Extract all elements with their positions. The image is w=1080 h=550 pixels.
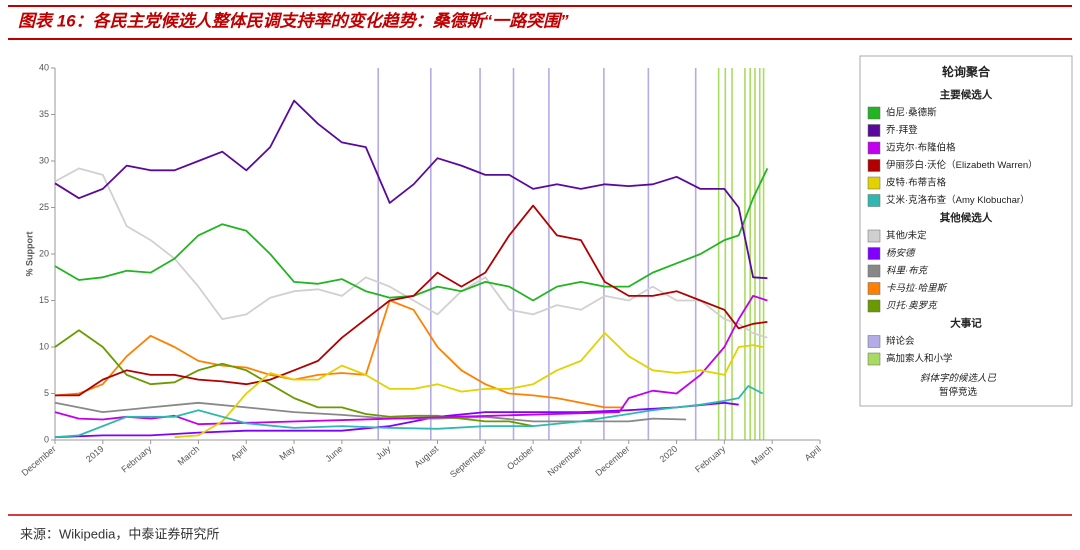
y-tick-label: 0 (44, 434, 49, 444)
x-tick-label: February (119, 443, 153, 474)
legend-heading: 主要候选人 (940, 88, 993, 101)
x-tick-label: March (176, 444, 202, 468)
x-tick-label: December (20, 444, 58, 478)
x-tick-label: July (374, 443, 393, 461)
series-line (54, 299, 624, 409)
y-tick-label: 20 (39, 248, 49, 258)
legend-swatch (867, 247, 881, 260)
legend-label: 高加索人和小学 (886, 353, 953, 365)
legend-label: 迈克尔·布隆伯格 (886, 142, 956, 154)
legend-label: 杨安德 (886, 247, 916, 259)
series-line (54, 401, 739, 439)
series-line (54, 99, 768, 280)
legend-swatch (867, 264, 881, 278)
y-tick-label: 40 (39, 62, 49, 72)
x-tick-label: October (505, 444, 536, 472)
x-tick-label: September (448, 444, 488, 480)
legend-swatch (867, 141, 881, 155)
legend-label: 伊丽莎白·沃伦（Elizabeth Warren） (886, 159, 1038, 171)
page-title: 图表 16：各民主党候选人整体民调支持率的变化趋势：桑德斯“一路突围” (18, 11, 569, 30)
x-tick-label: April (229, 444, 249, 463)
x-tick-label: April (803, 444, 823, 463)
series-line (55, 204, 768, 397)
legend-note: 暂停竞选 (939, 386, 978, 398)
legend-swatch (867, 282, 881, 295)
legend-swatch (867, 176, 881, 190)
source: 来源：Wikipedia，中泰证券研究所 (20, 526, 219, 541)
y-axis-label: % Support (24, 232, 34, 277)
legend-label: 卡马拉·哈里斯 (886, 282, 948, 294)
legend-label: 其他/未定 (886, 230, 927, 242)
y-tick-label: 10 (39, 341, 49, 351)
y-tick-label: 5 (44, 388, 49, 398)
legend-label: 皮特·布蒂吉格 (886, 177, 947, 189)
series-line (54, 385, 764, 439)
legend-label: 乔·拜登 (886, 124, 918, 136)
legend-heading: 大事记 (950, 316, 982, 329)
legend-swatch (867, 194, 881, 207)
y-tick-label: 15 (39, 295, 49, 305)
x-tick-label: November (546, 444, 584, 478)
legend-note: 斜体字的候选人已 (920, 372, 997, 384)
legend-swatch (867, 352, 881, 366)
y-tick-label: 35 (39, 109, 49, 119)
x-tick-label: 2020 (658, 444, 680, 465)
x-tick-label: 2019 (84, 444, 106, 465)
x-tick-label: March (749, 444, 775, 468)
y-tick-label: 25 (39, 202, 49, 212)
x-tick-label: December (593, 444, 631, 478)
legend-label: 艾米·克洛布查（Amy Klobuchar） (886, 194, 1030, 206)
x-tick-label: June (323, 444, 344, 464)
series-line (54, 295, 768, 426)
series-line (174, 332, 763, 439)
legend-label: 贝托·奥罗克 (886, 300, 938, 312)
x-tick-label: May (277, 443, 297, 462)
legend-heading: 轮询聚合 (942, 64, 991, 79)
legend-swatch (867, 106, 881, 120)
legend-label: 科里·布克 (886, 266, 929, 277)
legend-swatch (867, 159, 881, 172)
series-line (54, 167, 768, 339)
series-line (54, 168, 769, 302)
legend-box (859, 55, 1073, 407)
legend-swatch (867, 124, 881, 137)
legend-swatch (867, 335, 881, 348)
x-tick-label: February (693, 443, 727, 474)
legend-label: 伯尼·桑德斯 (886, 107, 937, 119)
x-tick-label: August (412, 443, 440, 469)
legend-swatch (867, 299, 881, 313)
legend-swatch (867, 229, 881, 243)
legend-label: 辩论会 (886, 335, 915, 347)
legend-heading: 其他候选人 (940, 211, 993, 224)
y-tick-label: 30 (39, 155, 49, 165)
